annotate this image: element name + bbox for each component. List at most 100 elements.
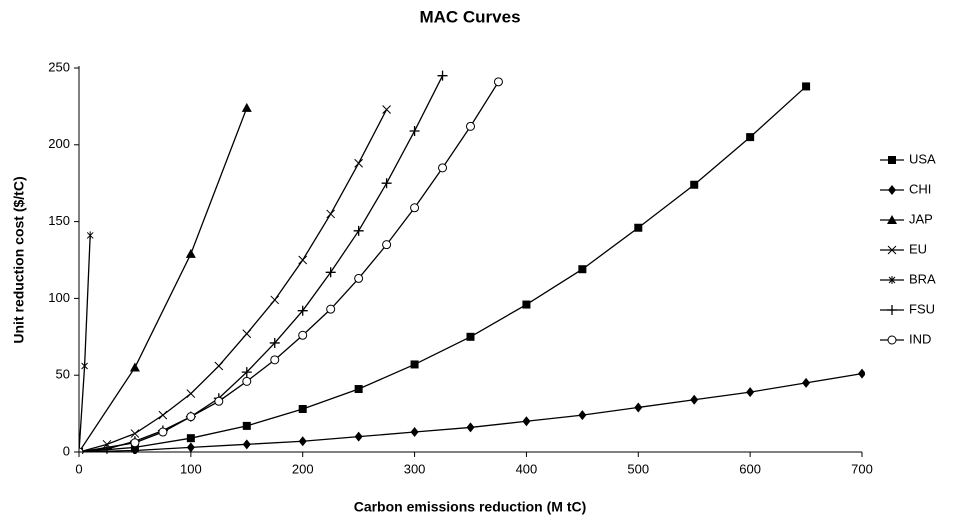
legend-marker bbox=[888, 276, 896, 284]
marker bbox=[802, 377, 811, 388]
legend-label: CHI bbox=[909, 181, 931, 196]
legend-label: USA bbox=[909, 151, 936, 166]
legend-marker bbox=[887, 215, 897, 224]
series-line bbox=[79, 235, 91, 453]
series-line bbox=[79, 107, 248, 453]
marker bbox=[522, 300, 531, 309]
legend-label: BRA bbox=[909, 271, 936, 286]
legend-marker bbox=[888, 185, 896, 195]
marker bbox=[242, 421, 251, 430]
marker bbox=[298, 255, 308, 265]
marker bbox=[578, 410, 587, 421]
marker bbox=[186, 442, 195, 453]
marker bbox=[298, 330, 308, 340]
marker bbox=[81, 361, 88, 370]
x-tick-label: 600 bbox=[739, 461, 761, 476]
marker bbox=[297, 305, 308, 316]
legend-label: JAP bbox=[909, 211, 933, 226]
x-tick-label: 400 bbox=[516, 461, 538, 476]
marker bbox=[326, 304, 336, 314]
marker bbox=[86, 231, 94, 240]
legend-label: IND bbox=[909, 331, 931, 346]
marker bbox=[185, 248, 196, 258]
chart-title: MAC Curves bbox=[419, 7, 520, 26]
marker bbox=[409, 125, 420, 136]
series-line bbox=[79, 75, 444, 453]
marker bbox=[746, 387, 755, 398]
marker bbox=[466, 332, 475, 341]
x-tick-label: 300 bbox=[404, 461, 426, 476]
y-tick-label: 100 bbox=[48, 290, 70, 305]
legend-marker bbox=[887, 335, 897, 345]
legend-label: FSU bbox=[909, 301, 935, 316]
marker bbox=[186, 434, 195, 443]
marker bbox=[382, 105, 391, 114]
marker bbox=[241, 367, 252, 378]
marker bbox=[493, 77, 503, 87]
marker bbox=[354, 385, 363, 394]
plot-area bbox=[79, 70, 865, 454]
marker bbox=[381, 178, 392, 189]
y-tick-label: 50 bbox=[56, 367, 70, 382]
marker bbox=[186, 412, 196, 422]
series-line bbox=[79, 85, 807, 453]
marker bbox=[634, 402, 643, 413]
x-axis-title: Carbon emissions reduction (M tC) bbox=[354, 499, 587, 515]
marker bbox=[690, 394, 699, 405]
marker bbox=[270, 295, 280, 305]
marker bbox=[325, 267, 336, 278]
marker bbox=[410, 427, 419, 438]
marker bbox=[466, 422, 475, 433]
marker bbox=[437, 70, 448, 81]
marker bbox=[353, 225, 364, 236]
marker bbox=[858, 368, 865, 379]
marker bbox=[326, 209, 336, 219]
marker bbox=[746, 133, 755, 142]
marker bbox=[354, 431, 363, 442]
marker bbox=[354, 158, 363, 168]
marker bbox=[129, 362, 140, 372]
series-line bbox=[79, 81, 500, 453]
legend-label: EU bbox=[909, 241, 927, 256]
marker bbox=[186, 389, 196, 398]
marker bbox=[214, 396, 224, 406]
marker bbox=[298, 404, 307, 413]
x-tick-label: 0 bbox=[75, 461, 82, 476]
y-tick-label: 200 bbox=[48, 136, 70, 151]
series-line bbox=[79, 109, 388, 453]
y-tick-label: 0 bbox=[63, 443, 70, 458]
x-tick-label: 700 bbox=[851, 461, 873, 476]
marker bbox=[158, 427, 168, 437]
y-tick-label: 250 bbox=[48, 59, 70, 74]
marker bbox=[130, 429, 140, 438]
marker bbox=[410, 203, 420, 213]
legend-marker bbox=[888, 156, 896, 164]
legend-marker bbox=[887, 245, 897, 255]
marker bbox=[634, 223, 643, 232]
y-tick-label: 150 bbox=[48, 213, 70, 228]
marker bbox=[242, 439, 251, 450]
marker bbox=[158, 410, 168, 420]
marker bbox=[690, 180, 699, 189]
marker bbox=[802, 82, 811, 91]
marker bbox=[130, 438, 140, 448]
marker bbox=[269, 337, 280, 348]
marker bbox=[242, 376, 252, 386]
marker bbox=[241, 102, 252, 112]
marker bbox=[438, 163, 448, 173]
marker bbox=[578, 265, 587, 274]
marker bbox=[466, 121, 475, 131]
marker bbox=[410, 360, 419, 369]
x-tick-label: 200 bbox=[292, 461, 314, 476]
marker bbox=[382, 240, 392, 250]
y-axis-title: Unit reduction cost ($/tC) bbox=[11, 176, 27, 343]
marker bbox=[522, 416, 531, 427]
x-tick-label: 500 bbox=[627, 461, 649, 476]
marker bbox=[214, 361, 224, 371]
marker bbox=[298, 436, 307, 447]
marker bbox=[270, 355, 280, 365]
legend-marker bbox=[887, 305, 897, 315]
x-tick-label: 100 bbox=[180, 461, 202, 476]
marker bbox=[242, 329, 252, 339]
